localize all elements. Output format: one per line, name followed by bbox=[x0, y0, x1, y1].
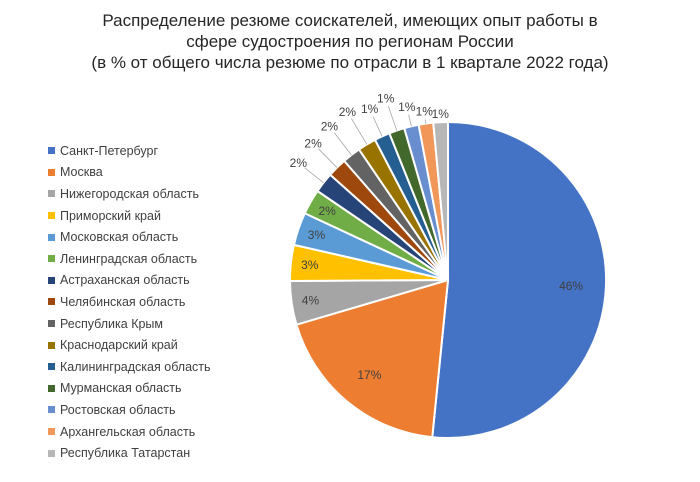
leader-line bbox=[333, 132, 352, 156]
legend-item: Нижегородская область bbox=[48, 183, 211, 205]
legend-label: Санкт-Петербург bbox=[60, 143, 159, 158]
legend-item: Астраханская область bbox=[48, 270, 211, 292]
chart-title: Распределение резюме соискателей, имеющи… bbox=[0, 10, 700, 73]
legend-swatch bbox=[48, 341, 55, 349]
legend-label: Нижегородская область bbox=[60, 186, 199, 201]
legend-swatch bbox=[48, 168, 55, 176]
leader-line bbox=[304, 167, 324, 183]
legend-swatch bbox=[48, 298, 55, 306]
data-label: 3% bbox=[301, 258, 319, 272]
chart-title-line-2: сфере судостроения по регионам России bbox=[186, 32, 514, 51]
legend-label: Ростовская область bbox=[60, 402, 176, 417]
legend-label: Республика Татарстан bbox=[60, 446, 191, 461]
legend-item: Ленинградская область bbox=[48, 248, 211, 270]
legend-swatch bbox=[48, 320, 55, 328]
legend-swatch bbox=[48, 190, 55, 198]
data-label: 1% bbox=[377, 91, 395, 105]
leader-line bbox=[372, 116, 383, 137]
legend-item: Республика Татарстан bbox=[48, 442, 211, 464]
legend-item: Республика Крым bbox=[48, 313, 211, 335]
leader-line bbox=[387, 105, 398, 131]
legend-item: Москва bbox=[48, 162, 211, 184]
legend-label: Архангельская область bbox=[60, 424, 196, 439]
data-label: 4% bbox=[302, 293, 320, 307]
leader-line bbox=[351, 118, 368, 145]
pie-slice bbox=[431, 120, 608, 439]
leader-line bbox=[408, 114, 412, 127]
leader-line bbox=[318, 148, 338, 168]
chart-legend: Санкт-Петербург Москва Нижегородская облас… bbox=[48, 140, 211, 464]
legend-label: Московская область bbox=[60, 230, 179, 245]
legend-item: Калининградская область bbox=[48, 356, 211, 378]
leader-line bbox=[424, 119, 427, 124]
legend-item: Челябинская область bbox=[48, 291, 211, 313]
legend-swatch bbox=[48, 233, 55, 241]
legend-item: Московская область bbox=[48, 226, 211, 248]
data-label: 17% bbox=[357, 368, 381, 382]
legend-label: Мурманская область bbox=[60, 381, 182, 396]
data-label: 1% bbox=[432, 107, 450, 121]
legend-item: Краснодарский край bbox=[48, 334, 211, 356]
data-label: 2% bbox=[321, 119, 339, 133]
legend-item: Архангельская область bbox=[48, 421, 211, 443]
legend-swatch bbox=[48, 449, 55, 457]
legend-label: Республика Крым bbox=[60, 316, 164, 331]
legend-swatch bbox=[48, 212, 55, 220]
chart-title-line-3: (в % от общего числа резюме по отрасли в… bbox=[91, 53, 609, 72]
data-label: 1% bbox=[416, 105, 434, 119]
legend-label: Краснодарский край bbox=[60, 338, 178, 353]
legend-label: Астраханская область bbox=[60, 273, 190, 288]
legend-swatch bbox=[48, 406, 55, 414]
legend-label: Калининградская область bbox=[60, 359, 211, 374]
legend-swatch bbox=[48, 384, 55, 392]
data-label: 1% bbox=[361, 102, 379, 116]
legend-swatch bbox=[48, 147, 55, 155]
pie-slice bbox=[432, 120, 449, 281]
legend-swatch bbox=[48, 428, 55, 436]
data-label: 2% bbox=[318, 204, 336, 218]
legend-item: Приморский край bbox=[48, 205, 211, 227]
chart-title-line-1: Распределение резюме соискателей, имеющи… bbox=[102, 11, 598, 30]
legend-label: Челябинская область bbox=[60, 294, 186, 309]
legend-label: Приморский край bbox=[60, 208, 161, 223]
legend-label: Ленинградская область bbox=[60, 251, 198, 266]
data-label: 3% bbox=[308, 228, 326, 242]
data-label: 2% bbox=[290, 156, 308, 170]
data-label: 46% bbox=[559, 279, 583, 293]
pie-slice bbox=[295, 278, 450, 439]
legend-item: Санкт-Петербург bbox=[48, 140, 211, 162]
data-label: 1% bbox=[398, 100, 416, 114]
legend-swatch bbox=[48, 255, 55, 263]
legend-swatch bbox=[48, 276, 55, 284]
data-label: 2% bbox=[339, 105, 357, 119]
legend-item: Мурманская область bbox=[48, 378, 211, 400]
legend-swatch bbox=[48, 363, 55, 371]
data-label: 2% bbox=[304, 136, 322, 150]
legend-item: Ростовская область bbox=[48, 399, 211, 421]
legend-label: Москва bbox=[60, 165, 103, 180]
